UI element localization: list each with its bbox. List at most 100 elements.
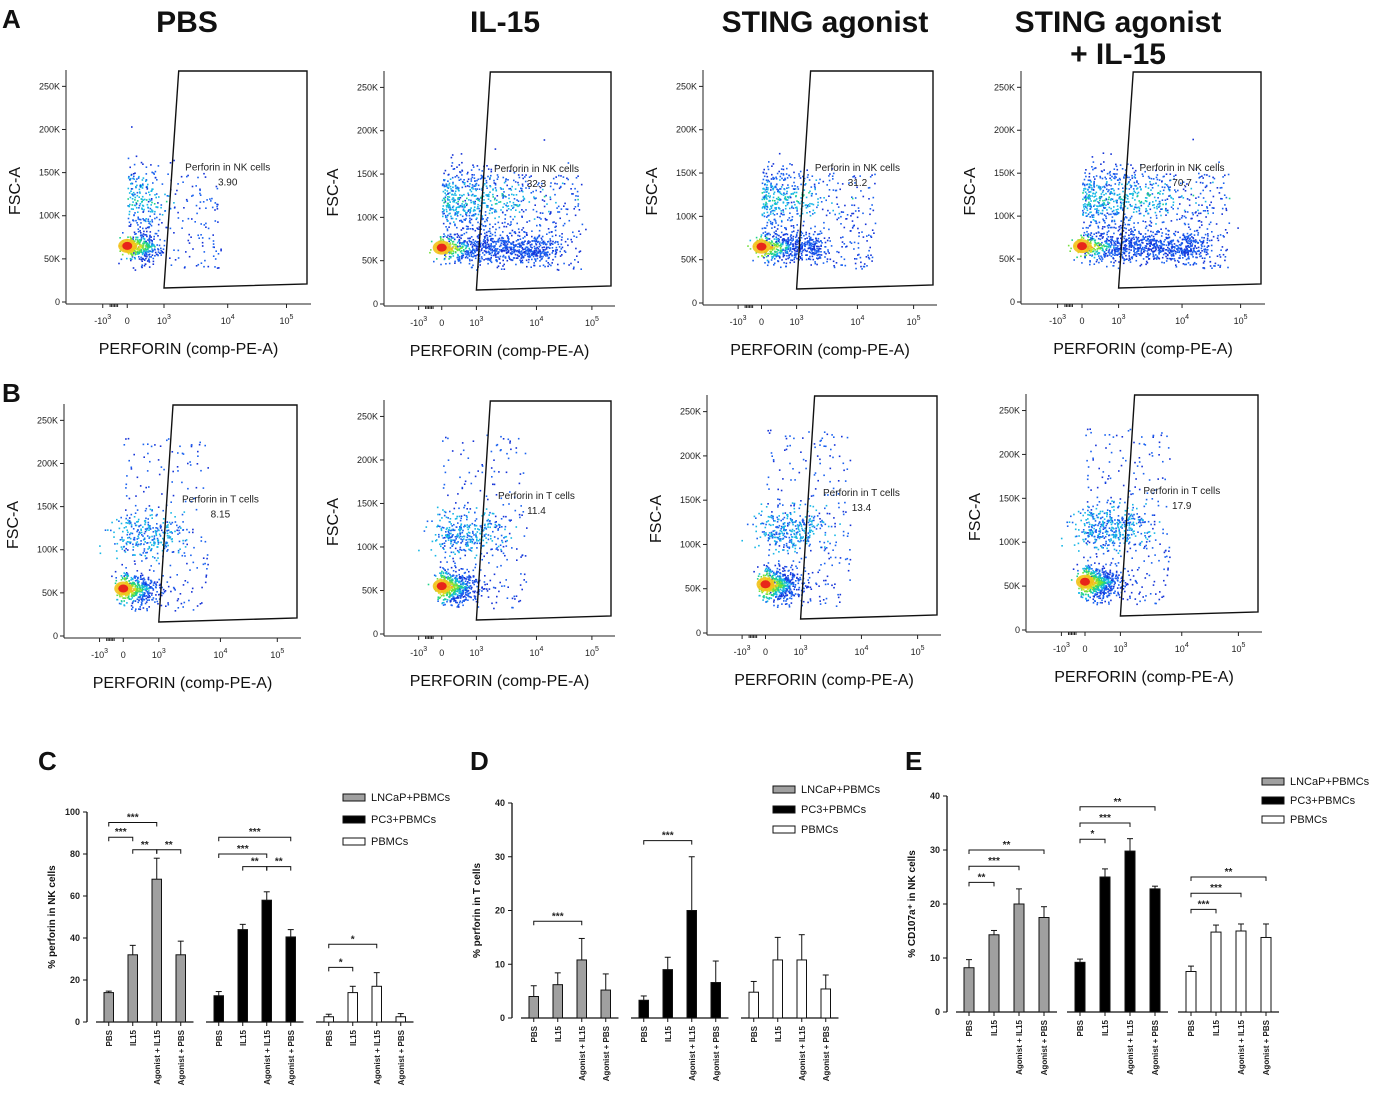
- category-label: Agonist + IL15: [1126, 1019, 1135, 1074]
- category-label: Agonist + PBS: [1040, 1019, 1049, 1075]
- flow-y-tick-label: 200K: [680, 451, 701, 461]
- category-label: Agonist + IL15: [153, 1029, 162, 1084]
- bar: [748, 991, 759, 1019]
- flow-x-tick-label: 103: [157, 314, 171, 326]
- y-tick-label: 10: [495, 959, 505, 969]
- significance-label: **: [978, 872, 986, 883]
- column-title-4: + IL-15: [1070, 38, 1166, 71]
- flow-y-tick-label: 150K: [37, 502, 58, 512]
- category-label: PBS: [1187, 1019, 1196, 1036]
- flow-y-tick-label: 200K: [357, 126, 378, 136]
- flow-y-tick-label: 0: [1010, 297, 1015, 307]
- bar: [151, 878, 162, 1023]
- significance-bracket: [108, 836, 134, 842]
- flow-y-tick-label: 0: [373, 629, 378, 639]
- significance-bracket: [156, 849, 182, 854]
- legend-swatch: [342, 793, 366, 802]
- y-tick-label: 40: [495, 798, 505, 808]
- flow-plot-b-2: 0 50K 100K 150K 200K 250K -103 0 103 104 105 PERFOR…: [325, 400, 615, 690]
- significance-bracket: [1190, 892, 1242, 898]
- gate-label: Perforin in NK cells: [494, 164, 579, 175]
- flow-y-tick-label: 100K: [37, 545, 58, 555]
- significance-bracket: [108, 822, 158, 827]
- category-label: Agonist + PBS: [822, 1025, 831, 1081]
- bar: [371, 985, 382, 1023]
- flow-plot-a-1: 0 50K 100K 150K 200K 250K -103 0 103 104 105 PERFOR…: [7, 70, 311, 358]
- bar: [576, 959, 587, 1019]
- flow-plot-a-4: 0 50K 100K 150K 200K 250K -103 0 103 104 105 PERFOR…: [962, 71, 1265, 358]
- flow-gate: [475, 400, 612, 621]
- significance-label: **: [251, 857, 259, 868]
- flow-y-tick-label: 50K: [44, 254, 60, 264]
- flow-x-tick-label: 0: [439, 648, 444, 658]
- flow-x-tick-label: 0: [121, 650, 126, 660]
- panel-label-a: A: [2, 4, 21, 34]
- flow-density-peak: [436, 243, 447, 252]
- flow-x-tick-label: 104: [854, 645, 868, 657]
- flow-x-tick-label: 105: [907, 315, 921, 327]
- flow-x-tick-label: 0: [125, 316, 130, 326]
- flow-density-peak: [122, 241, 133, 250]
- flow-y-tick-label: 50K: [999, 254, 1015, 264]
- legend-label: PBMCs: [371, 836, 409, 848]
- bar: [638, 999, 649, 1019]
- flow-plot-b-3: 0 50K 100K 150K 200K 250K -103 0 103 104 105 PERFOR…: [648, 395, 941, 689]
- bar: [988, 934, 1000, 1013]
- flow-x-tick-label: -103: [1053, 642, 1070, 654]
- legend-swatch: [1261, 796, 1285, 805]
- flow-gate: [1117, 71, 1262, 289]
- flow-x-tick-label: 103: [794, 645, 808, 657]
- bar: [395, 1016, 406, 1023]
- legend-label: LNCaP+PBMCs: [801, 784, 881, 796]
- bar: [285, 936, 296, 1023]
- bar: [103, 992, 114, 1023]
- flow-y-tick-label: 100K: [680, 539, 701, 549]
- legend-swatch: [342, 837, 366, 846]
- flow-x-tick-label: 103: [1113, 642, 1127, 654]
- significance-bracket: [533, 920, 583, 926]
- flow-x-tick-label: 103: [790, 315, 804, 327]
- flow-y-label: FSC-A: [967, 493, 984, 541]
- significance-bracket: [328, 966, 354, 972]
- flow-y-tick-label: 200K: [357, 455, 378, 465]
- legend-swatch: [342, 815, 366, 824]
- flow-x-tick-label: -103: [91, 648, 108, 660]
- bar: [600, 989, 611, 1019]
- flow-y-tick-label: 200K: [39, 124, 60, 134]
- category-label: IL15: [1101, 1019, 1110, 1036]
- flow-y-tick-label: 250K: [357, 411, 378, 421]
- flow-x-label: PERFORIN (comp-PE-A): [730, 342, 910, 359]
- significance-label: **: [141, 840, 149, 851]
- flow-y-tick-label: 0: [692, 298, 697, 308]
- category-label: IL15: [129, 1029, 138, 1046]
- flow-y-tick-label: 50K: [1004, 581, 1020, 591]
- flow-x-tick-label: 105: [1234, 314, 1248, 326]
- flow-y-tick-label: 250K: [680, 407, 701, 417]
- significance-label: *: [339, 957, 343, 968]
- legend-label: PBMCs: [801, 824, 839, 836]
- significance-label: ***: [249, 827, 261, 838]
- significance-bracket: [1079, 838, 1106, 844]
- flow-y-tick-label: 200K: [994, 125, 1015, 135]
- significance-label: ***: [115, 827, 127, 838]
- flow-y-tick-label: 50K: [362, 585, 378, 595]
- y-label: % perforin in T cells: [472, 863, 483, 958]
- flow-y-label: FSC-A: [325, 498, 342, 546]
- flow-x-tick-label: 0: [1082, 644, 1087, 654]
- flow-gate: [163, 70, 308, 289]
- gate-label: Perforin in T cells: [823, 488, 900, 499]
- category-label: PBS: [750, 1025, 759, 1042]
- flow-density-peak: [1077, 242, 1087, 251]
- category-label: Agonist + IL15: [798, 1025, 807, 1080]
- bar-chart-e: 0 10 20 30 40 % CD107a⁺ in NK cells PBS IL15 Ago…: [907, 776, 1370, 1075]
- flow-x-tick-label: -103: [734, 645, 751, 657]
- bar: [237, 929, 248, 1023]
- flow-x-tick-label: 104: [213, 648, 227, 660]
- category-label: PBS: [325, 1029, 334, 1046]
- flow-y-tick-label: 150K: [39, 168, 60, 178]
- category-label: Agonist + PBS: [397, 1029, 406, 1085]
- gate-label: Perforin in T cells: [182, 494, 259, 505]
- bar: [1149, 888, 1161, 1013]
- flow-y-tick-label: 50K: [362, 256, 378, 266]
- category-label: Agonist + PBS: [602, 1025, 611, 1081]
